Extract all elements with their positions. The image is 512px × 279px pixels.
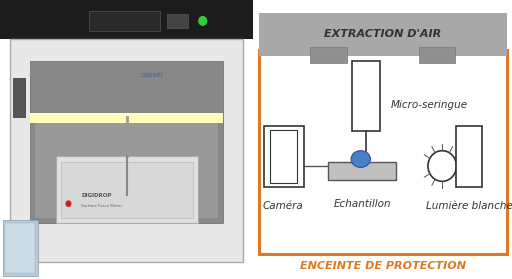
Text: Surface Force Meter: Surface Force Meter (81, 205, 122, 208)
Bar (419, 47, 455, 63)
Text: Caméra: Caméra (263, 201, 304, 211)
Bar (3, 220, 38, 276)
Bar (270, 130, 297, 183)
Circle shape (428, 151, 456, 181)
Circle shape (66, 200, 72, 207)
Bar (30, 61, 223, 223)
Bar (89, 11, 160, 31)
Bar (5, 223, 35, 273)
Bar (328, 162, 396, 180)
Text: Echantillon: Echantillon (333, 199, 391, 209)
Bar (259, 50, 507, 254)
Bar (456, 126, 482, 187)
Ellipse shape (351, 151, 371, 167)
Bar (56, 156, 198, 223)
Text: capsel: capsel (141, 72, 163, 78)
Bar (0, 0, 253, 39)
Bar (259, 13, 507, 56)
Bar (10, 39, 243, 262)
Bar (310, 47, 347, 63)
Text: Micro-seringue: Micro-seringue (391, 100, 467, 110)
Bar (30, 113, 223, 123)
Text: EXTRACTION D'AIR: EXTRACTION D'AIR (324, 29, 441, 39)
Text: DIGIDROP: DIGIDROP (81, 193, 112, 198)
Bar (264, 126, 304, 187)
Text: Lumière blanche: Lumière blanche (426, 201, 512, 211)
Text: ENCEINTE DE PROTECTION: ENCEINTE DE PROTECTION (300, 261, 466, 271)
Bar (35, 123, 218, 218)
Bar (167, 14, 187, 28)
Circle shape (198, 16, 207, 26)
Bar (352, 61, 380, 131)
Bar (13, 78, 26, 117)
Bar (61, 162, 193, 218)
